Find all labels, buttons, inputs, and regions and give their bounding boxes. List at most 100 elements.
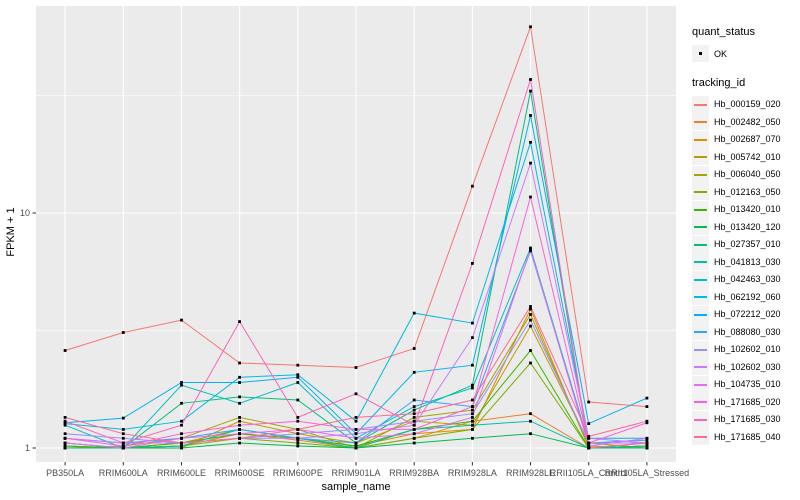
data-point — [471, 386, 474, 390]
data-point — [529, 313, 532, 316]
data-point — [529, 249, 532, 253]
y-axis-title: FPKM + 1 — [5, 207, 17, 257]
color-line-key-icon — [692, 410, 709, 428]
color-line-key-icon — [692, 235, 709, 253]
data-point — [354, 446, 358, 450]
data-point — [529, 419, 532, 423]
data-point — [180, 441, 183, 445]
data-point — [412, 432, 416, 436]
data-point — [529, 78, 532, 81]
legend-item-label: Hb_002482_050 — [714, 116, 781, 127]
data-point — [121, 432, 125, 436]
data-point — [296, 438, 300, 442]
tracking-id-legend-title: tracking_id — [692, 76, 746, 89]
quant-status-legend-label: OK — [714, 48, 728, 59]
data-point — [529, 412, 532, 416]
data-point — [238, 441, 241, 445]
data-point — [296, 428, 300, 431]
x-tick-label: RRIM928LE — [506, 468, 555, 478]
data-point — [529, 89, 532, 93]
color-line-key-icon — [692, 358, 709, 376]
data-point — [587, 435, 591, 438]
data-point — [412, 347, 416, 350]
data-point — [121, 416, 125, 420]
data-point — [471, 383, 474, 387]
data-point — [587, 422, 591, 425]
data-point — [63, 421, 67, 425]
data-point — [471, 321, 474, 325]
legend-item-Hb_104735_010: Hb_104735_010 — [692, 375, 798, 394]
data-point — [180, 432, 183, 436]
x-tick-label: RRIM600LE — [157, 468, 206, 478]
data-point — [63, 441, 67, 445]
data-point — [412, 423, 416, 427]
color-line-key-icon — [692, 253, 709, 271]
data-point — [296, 436, 300, 440]
data-point — [63, 423, 67, 427]
data-point — [238, 375, 241, 379]
legend-item-Hb_012163_050: Hb_012163_050 — [692, 183, 798, 201]
data-point — [121, 441, 125, 445]
data-point — [645, 446, 649, 450]
data-point — [180, 381, 183, 384]
legend-item-label: Hb_171685_040 — [714, 431, 781, 442]
data-point — [63, 432, 67, 436]
data-point — [354, 444, 358, 448]
legend-item-label: Hb_171685_020 — [714, 396, 781, 407]
data-point — [180, 318, 183, 322]
legend: quant_status OK tracking_id Hb_000159_02… — [692, 26, 798, 446]
data-point — [296, 398, 300, 402]
data-point — [354, 436, 358, 440]
x-tick-label: PB350LA — [46, 468, 84, 478]
data-point — [238, 419, 241, 423]
data-point — [471, 262, 474, 265]
data-point — [63, 416, 67, 419]
data-point — [645, 396, 649, 400]
data-point — [645, 436, 649, 440]
data-point — [529, 195, 532, 199]
legend-item-label: Hb_006040_050 — [714, 169, 781, 180]
x-tick-label: RRIM600PE — [273, 468, 323, 478]
data-point — [412, 370, 416, 374]
legend-item-Hb_027357_010: Hb_027357_010 — [692, 235, 798, 254]
data-point — [471, 363, 474, 367]
color-line-key-icon — [692, 323, 709, 341]
data-point — [529, 140, 532, 144]
legend-item-Hb_171685_030: Hb_171685_030 — [692, 410, 798, 429]
data-point — [471, 184, 474, 188]
tracking-id-legend-items: Hb_000159_020 Hb_002482_050 Hb_002687_070 H… — [692, 95, 798, 446]
data-point — [471, 398, 474, 402]
data-point — [63, 444, 67, 448]
legend-item-label: Hb_072212_020 — [714, 309, 781, 320]
color-line-key-icon — [692, 200, 709, 218]
data-point — [412, 428, 416, 431]
data-point — [471, 405, 474, 408]
data-point — [529, 248, 532, 251]
legend-item-label: Hb_102602_010 — [714, 344, 781, 355]
color-line-key-icon — [692, 130, 709, 148]
data-point — [645, 421, 649, 425]
data-point — [412, 408, 416, 412]
data-point — [238, 401, 241, 405]
x-tick-label: RRIM600LA — [99, 468, 148, 478]
data-point — [529, 324, 532, 328]
legend-item-Hb_102602_010: Hb_102602_010 — [692, 340, 798, 359]
color-line-key-icon — [692, 218, 709, 236]
legend-item-Hb_072212_020: Hb_072212_020 — [692, 305, 798, 324]
x-tick-label: RRII105LA_Stressed — [605, 468, 690, 478]
data-point — [296, 419, 300, 423]
data-point — [296, 441, 300, 445]
legend-item-label: Hb_005742_010 — [714, 151, 781, 162]
data-point — [180, 444, 183, 448]
data-point — [238, 436, 241, 440]
color-line-key-icon — [692, 95, 709, 113]
data-point — [354, 441, 358, 445]
data-point — [645, 444, 649, 448]
black-point-key-icon — [692, 45, 709, 63]
data-point — [238, 432, 241, 436]
data-point — [529, 361, 532, 365]
legend-item-Hb_171685_020: Hb_171685_020 — [692, 393, 798, 411]
legend-item-Hb_013420_010: Hb_013420_010 — [692, 200, 798, 219]
data-point — [471, 436, 474, 440]
